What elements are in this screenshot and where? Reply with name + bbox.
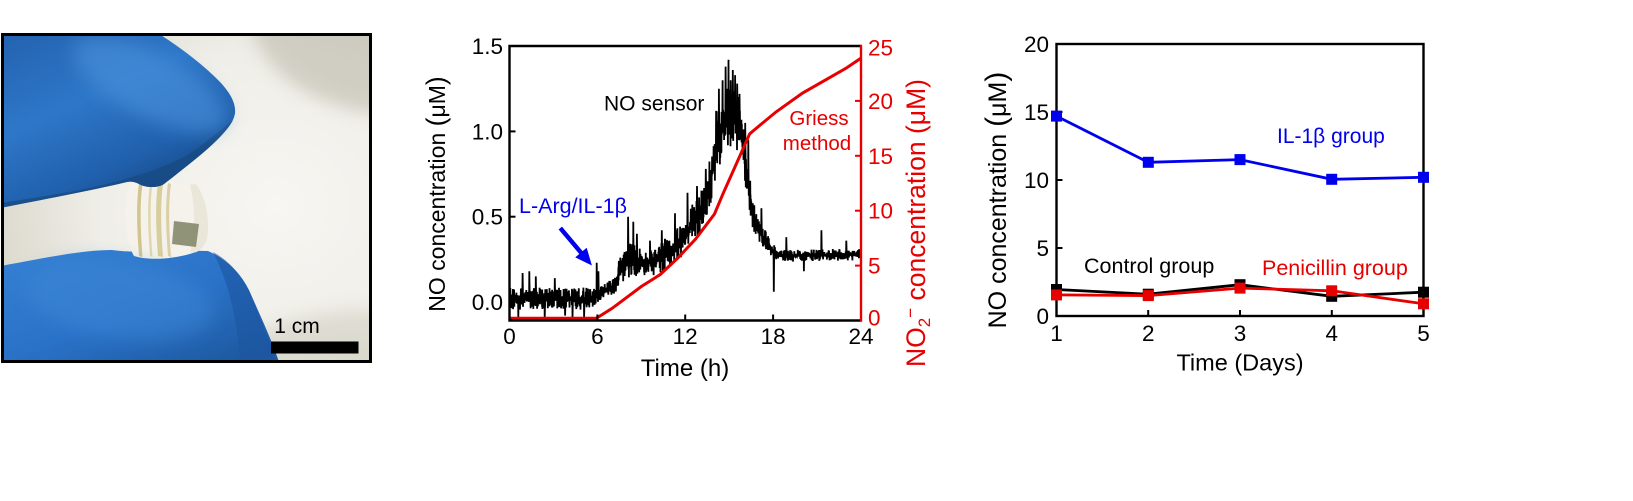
svg-text:NO2− concentration (μM): NO2− concentration (μM) [901, 79, 934, 367]
svg-text:5: 5 [1036, 236, 1049, 261]
svg-text:1: 1 [1050, 321, 1063, 346]
svg-text:12: 12 [673, 324, 698, 349]
svg-text:15: 15 [868, 144, 893, 169]
svg-text:NO concentration (μM): NO concentration (μM) [421, 76, 451, 311]
svg-text:0: 0 [503, 324, 516, 349]
svg-text:0: 0 [1036, 304, 1049, 329]
svg-text:10: 10 [868, 199, 893, 224]
svg-text:Time (h): Time (h) [641, 355, 729, 382]
svg-text:0.5: 0.5 [472, 205, 503, 230]
svg-text:24: 24 [848, 324, 873, 349]
svg-text:0: 0 [868, 306, 881, 331]
svg-text:2: 2 [1142, 321, 1155, 346]
svg-text:L-Arg/IL-1β: L-Arg/IL-1β [519, 194, 627, 218]
svg-text:10: 10 [1024, 168, 1049, 193]
svg-text:4: 4 [1326, 321, 1339, 346]
svg-text:Penicillin group: Penicillin group [1262, 256, 1408, 280]
svg-text:25: 25 [868, 36, 893, 61]
svg-text:6: 6 [591, 324, 604, 349]
svg-text:15: 15 [1024, 100, 1049, 125]
svg-text:NO concentration (μM): NO concentration (μM) [980, 72, 1013, 329]
svg-text:5: 5 [868, 254, 881, 279]
svg-text:18: 18 [761, 324, 786, 349]
svg-text:Control group: Control group [1084, 254, 1214, 278]
svg-text:IL-1β group: IL-1β group [1277, 125, 1385, 148]
svg-text:5: 5 [1417, 321, 1430, 346]
svg-text:0.0: 0.0 [472, 290, 503, 315]
svg-text:20: 20 [868, 89, 893, 114]
svg-text:Time (Days): Time (Days) [1176, 350, 1303, 376]
svg-text:Griess: Griess [789, 107, 848, 130]
svg-text:3: 3 [1234, 321, 1247, 346]
svg-text:method: method [783, 132, 851, 155]
svg-text:1 cm: 1 cm [274, 315, 320, 338]
svg-text:20: 20 [1024, 32, 1049, 57]
svg-text:1.0: 1.0 [472, 119, 503, 144]
svg-text:NO sensor: NO sensor [604, 93, 704, 116]
svg-text:1.5: 1.5 [472, 34, 503, 59]
